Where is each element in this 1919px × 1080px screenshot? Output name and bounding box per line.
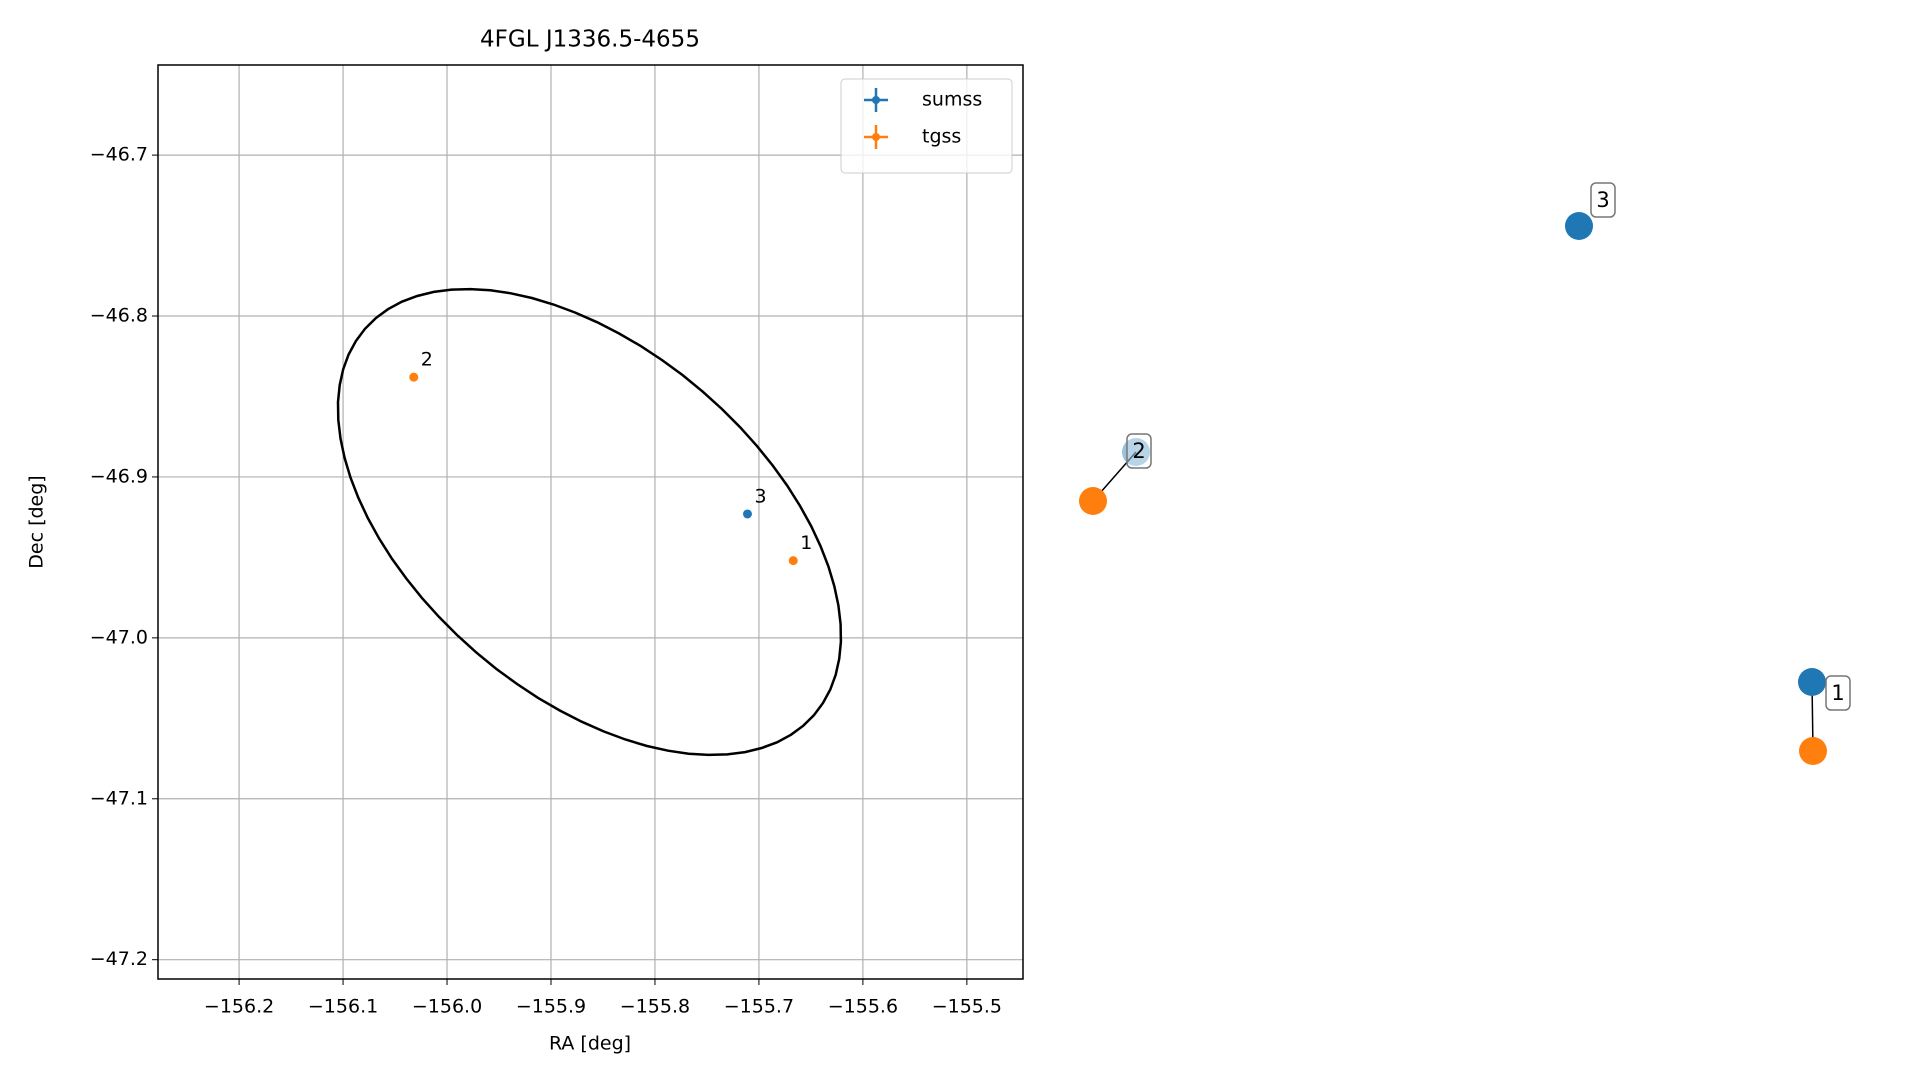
- legend-marker: [872, 96, 880, 104]
- y-tick-label: −47.1: [90, 787, 148, 809]
- y-tick-label: −47.0: [90, 626, 148, 648]
- legend-marker: [872, 133, 880, 141]
- x-tick-label: −156.0: [412, 996, 482, 1018]
- x-tick-label: −155.8: [620, 996, 690, 1018]
- y-tick-label: −46.8: [90, 305, 148, 327]
- x-tick-label: −155.7: [724, 996, 794, 1018]
- chart-title: 4FGL J1336.5-4655: [480, 27, 700, 53]
- x-axis-label: RA [deg]: [549, 1033, 631, 1055]
- plot-frame: [157, 64, 1024, 980]
- node-label: 1: [1831, 681, 1844, 705]
- x-tick-label: −155.5: [932, 996, 1002, 1018]
- point: [409, 372, 419, 382]
- legend-label: sumss: [922, 89, 982, 111]
- y-tick-label: −46.7: [90, 144, 148, 166]
- y-tick-label: −47.2: [90, 948, 148, 970]
- point-label: 2: [421, 349, 433, 371]
- y-tick-label: −46.9: [90, 465, 148, 487]
- graph-node: [1565, 212, 1593, 240]
- legend-label: tgss: [922, 126, 961, 148]
- node-label: 3: [1596, 188, 1609, 212]
- x-tick-label: −156.1: [308, 996, 378, 1018]
- node-label-box: [1825, 675, 1851, 711]
- point: [788, 556, 798, 566]
- legend-box: [840, 78, 1013, 174]
- error-ellipse: [336, 287, 843, 757]
- graph-node: [1079, 487, 1107, 515]
- node-label-box: [1126, 433, 1152, 469]
- x-tick-label: −155.6: [828, 996, 898, 1018]
- node-label: 2: [1132, 439, 1145, 463]
- x-tick-label: −156.2: [204, 996, 274, 1018]
- graph-node: [1799, 737, 1827, 765]
- y-axis-label: Dec [deg]: [26, 475, 48, 568]
- graph-node: [1798, 668, 1826, 696]
- graph-node: [1122, 438, 1150, 466]
- point-label: 1: [800, 532, 812, 554]
- point: [742, 509, 752, 519]
- x-tick-label: −155.9: [516, 996, 586, 1018]
- node-label-box: [1590, 182, 1616, 218]
- point-label: 3: [754, 485, 766, 507]
